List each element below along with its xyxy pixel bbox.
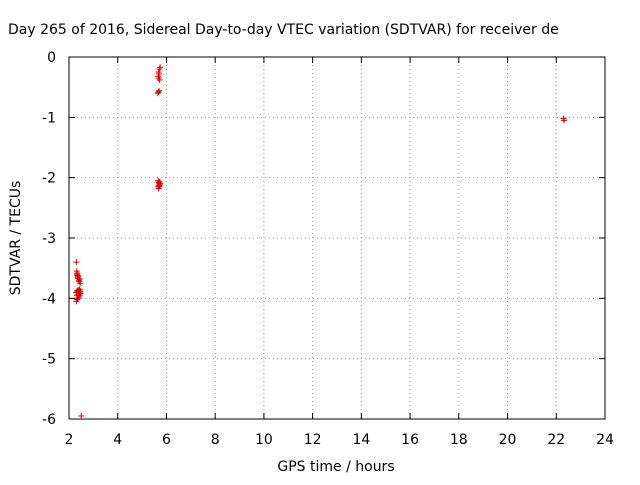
y-tick-label: -1 bbox=[42, 110, 56, 126]
y-axis-label: SDTVAR / TECUs bbox=[8, 181, 24, 296]
y-tick-label: -6 bbox=[42, 412, 56, 428]
x-tick-label: 6 bbox=[162, 432, 171, 448]
data-point bbox=[157, 64, 164, 71]
data-point bbox=[73, 259, 80, 266]
x-tick-label: 22 bbox=[547, 432, 565, 448]
data-point bbox=[156, 87, 163, 94]
data-point bbox=[76, 289, 83, 296]
x-axis-label: GPS time / hours bbox=[277, 459, 394, 475]
x-tick-label: 10 bbox=[255, 432, 273, 448]
axis-ticks: 2 4 6 8 10 12 14 16 18 20 22 240-1-2-3-4-5-6 bbox=[42, 50, 614, 448]
x-tick-label: 24 bbox=[596, 432, 614, 448]
data-point bbox=[78, 412, 85, 419]
x-tick-label: 20 bbox=[499, 432, 517, 448]
data-point bbox=[77, 288, 84, 295]
data-point bbox=[156, 183, 163, 190]
x-tick-label: 18 bbox=[450, 432, 468, 448]
y-tick-label: -5 bbox=[42, 352, 56, 368]
data-point bbox=[561, 117, 568, 124]
chart-title: Day 265 of 2016, Sidereal Day-to-day VTE… bbox=[8, 22, 559, 38]
data-point bbox=[74, 292, 81, 299]
y-tick-label: -4 bbox=[42, 291, 56, 307]
x-tick-label: 8 bbox=[211, 432, 220, 448]
data-points bbox=[73, 64, 568, 419]
x-tick-label: 16 bbox=[401, 432, 419, 448]
x-tick-label: 2 bbox=[65, 432, 74, 448]
data-point bbox=[155, 88, 162, 95]
y-tick-label: -2 bbox=[42, 171, 56, 187]
x-tick-label: 12 bbox=[304, 432, 322, 448]
y-tick-label: 0 bbox=[47, 50, 56, 66]
x-tick-label: 4 bbox=[113, 432, 122, 448]
x-tick-label: 14 bbox=[352, 432, 370, 448]
y-tick-label: -3 bbox=[42, 231, 56, 247]
grid-lines bbox=[69, 57, 605, 419]
data-point bbox=[155, 69, 162, 76]
data-point bbox=[77, 280, 84, 287]
